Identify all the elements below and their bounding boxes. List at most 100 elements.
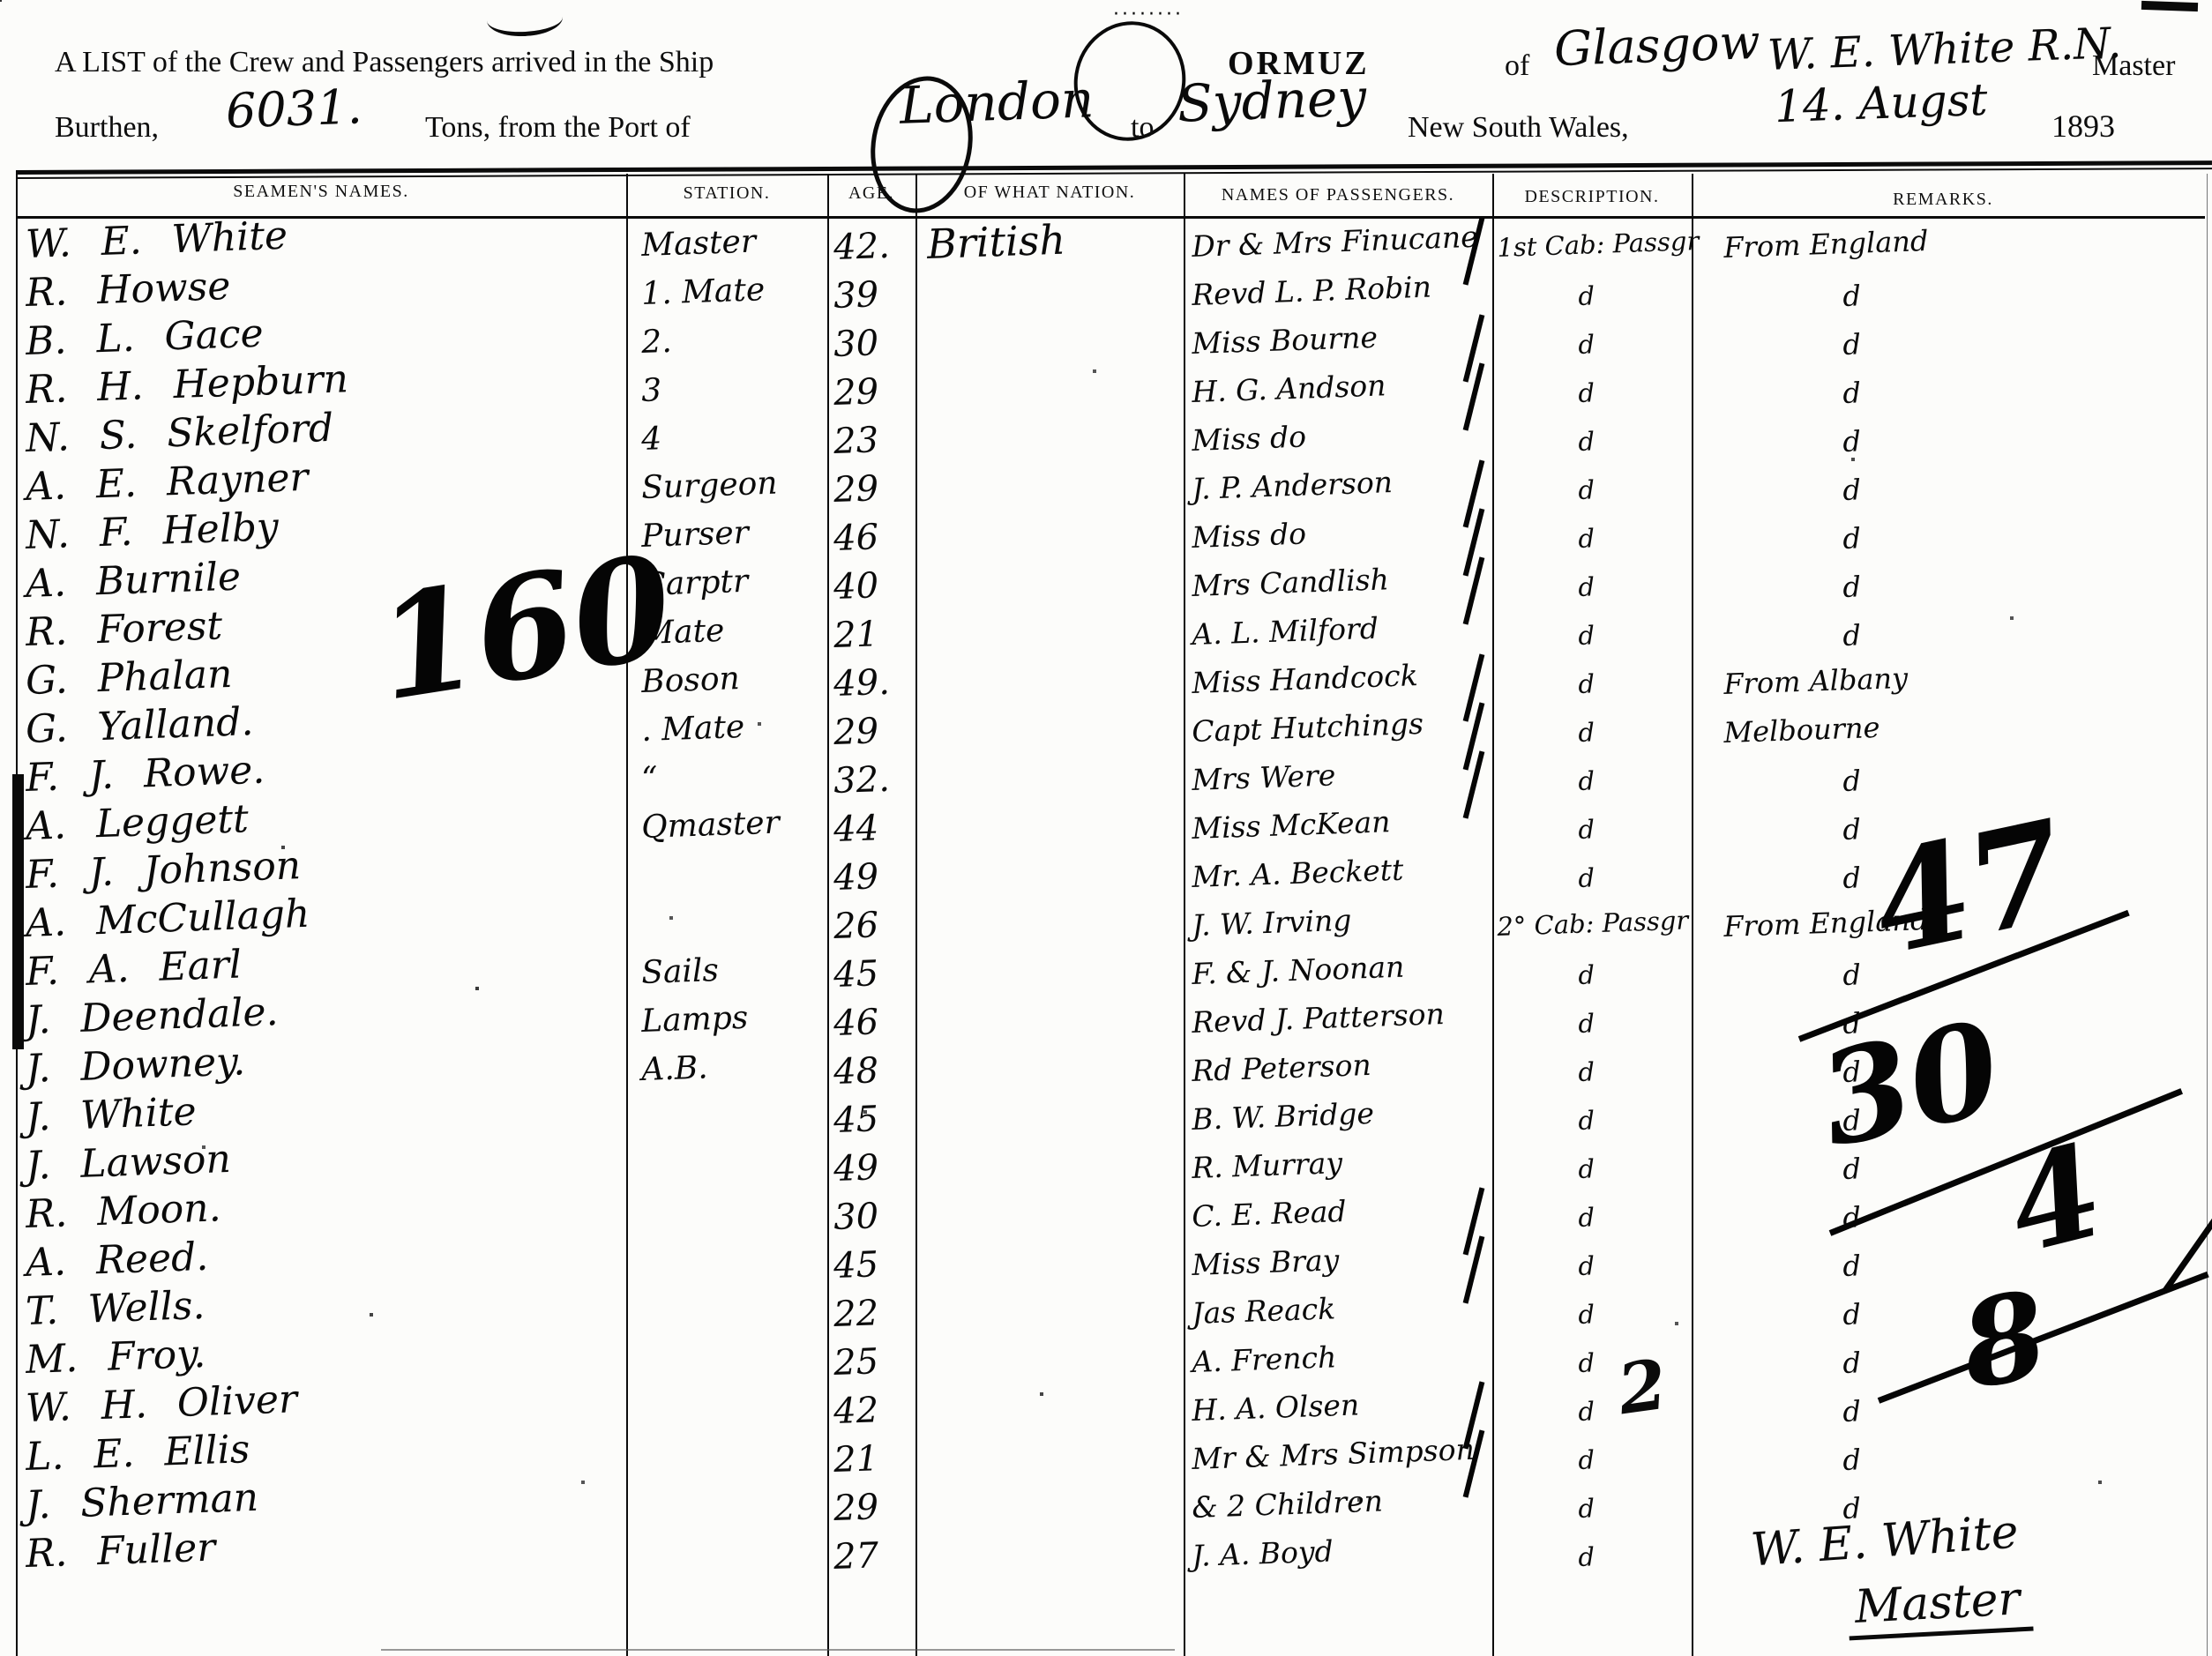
col-rule-remarks bbox=[1692, 174, 1693, 1656]
table-row: N. F. Helby Purser 46 Miss do d d bbox=[0, 504, 2212, 567]
cell-remarks: d bbox=[1842, 1346, 1862, 1380]
cell-passenger: Miss Bourne bbox=[1191, 319, 1379, 361]
cell-passenger: Miss do bbox=[1191, 516, 1307, 555]
ink-blotch-left-edge bbox=[12, 774, 24, 1049]
cell-passenger: F. & J. Noonan bbox=[1191, 949, 1405, 991]
of-label: of bbox=[1505, 49, 1530, 82]
cell-age: 32. bbox=[833, 758, 891, 802]
colhead-age: AGE. bbox=[848, 183, 895, 203]
cell-remarks: d bbox=[1842, 958, 1862, 992]
cell-name: B. L. Gace bbox=[25, 310, 265, 364]
cell-remarks: d bbox=[1842, 618, 1862, 653]
cell-description: d bbox=[1577, 717, 1595, 748]
cell-name: W. H. Oliver bbox=[25, 1376, 298, 1431]
cell-description: d bbox=[1577, 1493, 1595, 1524]
cell-passenger: & 2 Children bbox=[1191, 1483, 1384, 1525]
cell-name: A. Leggett bbox=[25, 796, 250, 849]
cell-passenger: Dr & Mrs Finucane bbox=[1191, 219, 1479, 264]
master-signature-title: Master bbox=[1846, 1571, 2035, 1641]
table-row: F. J. Rowe. “ 32. Mrs Were d d bbox=[0, 748, 2212, 809]
cell-name: R. Forest bbox=[25, 603, 223, 655]
table-row: A. E. Rayner Surgeon 29 J. P. Anderson d d bbox=[0, 455, 2212, 518]
cell-name: F. A. Earl bbox=[25, 942, 243, 995]
cell-description: d bbox=[1577, 620, 1595, 651]
cell-age: 49. bbox=[833, 661, 891, 705]
table-row: R. Moon. 30 C. E. Read d d bbox=[0, 1185, 2212, 1246]
cell-station: 1. Mate bbox=[640, 272, 766, 312]
cell-passenger: B. W. Bridge bbox=[1191, 1095, 1375, 1137]
ship-name: ORMUZ bbox=[1228, 45, 1370, 82]
colhead-station: STATION. bbox=[683, 183, 771, 203]
cell-description: d bbox=[1577, 474, 1595, 505]
header-bottom-rule bbox=[16, 216, 2205, 219]
table-row: A. Reed. 45 Miss Bray d d bbox=[0, 1235, 2212, 1294]
cell-station: Master bbox=[640, 223, 757, 264]
cell-age: 26 bbox=[833, 905, 879, 947]
cell-remarks: d bbox=[1842, 424, 1862, 459]
cell-name: W. E. White bbox=[25, 213, 288, 267]
cell-description: d bbox=[1577, 1299, 1595, 1330]
table-row: G. Yalland. . Mate 29 Capt Hutchings d Melbou… bbox=[0, 699, 2212, 761]
col-rule-station bbox=[626, 174, 628, 1656]
cell-age: 23 bbox=[833, 420, 879, 462]
cell-name: M. Froy. bbox=[25, 1331, 206, 1383]
tons-label: Tons, from the Port of bbox=[425, 111, 691, 144]
cell-description: d bbox=[1577, 814, 1595, 845]
colhead-nation: OF WHAT NATION. bbox=[963, 183, 1136, 202]
cell-passenger: Miss do bbox=[1191, 419, 1307, 458]
cell-description: d bbox=[1577, 1153, 1595, 1184]
cell-name: R. Moon. bbox=[25, 1185, 222, 1237]
cell-passenger: H. G. Andson bbox=[1191, 368, 1387, 409]
table-row: R. Howse 1. Mate 39 Revd L. P. Robin d d bbox=[0, 264, 2212, 324]
cell-remarks: d bbox=[1842, 1249, 1862, 1283]
cell-remarks: d bbox=[1842, 279, 1862, 313]
cell-description: d bbox=[1577, 426, 1595, 457]
cell-age: 21 bbox=[833, 614, 879, 656]
cell-age: 22 bbox=[833, 1293, 879, 1335]
cell-name: N. F. Helby bbox=[25, 504, 280, 558]
ink-dots: ········ bbox=[1113, 4, 1184, 26]
cell-passenger: J. W. Irving bbox=[1191, 902, 1353, 943]
cell-station: Lamps bbox=[640, 999, 749, 1040]
cell-remarks: From Albany bbox=[1723, 660, 1909, 701]
cell-passenger: A. French bbox=[1191, 1339, 1337, 1379]
cell-passenger: J. P. Anderson bbox=[1191, 465, 1394, 506]
cell-description: d bbox=[1577, 1202, 1595, 1233]
cell-age: 30 bbox=[833, 1196, 879, 1238]
cell-age: 25 bbox=[833, 1341, 879, 1384]
table-row: F. A. Earl Sails 45 F. & J. Noonan d d bbox=[0, 942, 2212, 1003]
cell-name: L. E. Ellis bbox=[25, 1427, 251, 1480]
cell-remarks: d bbox=[1842, 1394, 1862, 1428]
cell-age: 46 bbox=[833, 517, 879, 559]
cell-age: 27 bbox=[833, 1535, 879, 1578]
table-row: A. Burnile Carptr 40 Mrs Candlish d d bbox=[0, 555, 2212, 615]
cell-description: d bbox=[1577, 329, 1595, 360]
cell-age: 29 bbox=[833, 711, 879, 753]
cell-name: R. Fuller bbox=[25, 1525, 217, 1577]
cell-age: 39 bbox=[833, 274, 879, 317]
table-row: G. Phalan Boson 49. Miss Handcock d From Alba… bbox=[0, 652, 2212, 712]
cell-age: 49 bbox=[833, 1147, 879, 1190]
cell-description: 1st Cab: Passgr bbox=[1496, 226, 1700, 263]
ink-flourish bbox=[486, 0, 564, 39]
cell-station: “ bbox=[640, 760, 659, 797]
cell-remarks: d bbox=[1842, 861, 1862, 895]
cell-description: d bbox=[1577, 1056, 1595, 1087]
cell-age: 44 bbox=[833, 808, 879, 850]
cell-age: 49 bbox=[833, 856, 879, 899]
cell-passenger: Mrs Candlish bbox=[1191, 562, 1390, 603]
burthen-label: Burthen, bbox=[55, 111, 160, 144]
scan-noise bbox=[0, 0, 2, 2]
cell-name: T. Wells. bbox=[25, 1282, 206, 1334]
cell-remarks: d bbox=[1842, 327, 1862, 362]
cell-remarks: Melbourne bbox=[1723, 710, 1881, 750]
cell-passenger: Revd J. Patterson bbox=[1191, 996, 1446, 1040]
cell-passenger: Capt Hutchings bbox=[1191, 705, 1424, 749]
cell-name: J. Downey. bbox=[25, 1039, 246, 1092]
table-row: T. Wells. 22 Jas Reack d d bbox=[0, 1283, 2212, 1343]
col-rule-description bbox=[1492, 174, 1494, 1656]
cell-remarks: d bbox=[1842, 521, 1862, 556]
cell-description: d bbox=[1577, 523, 1595, 554]
cell-description: d bbox=[1577, 1541, 1595, 1572]
col-rule-nation bbox=[915, 174, 917, 1656]
